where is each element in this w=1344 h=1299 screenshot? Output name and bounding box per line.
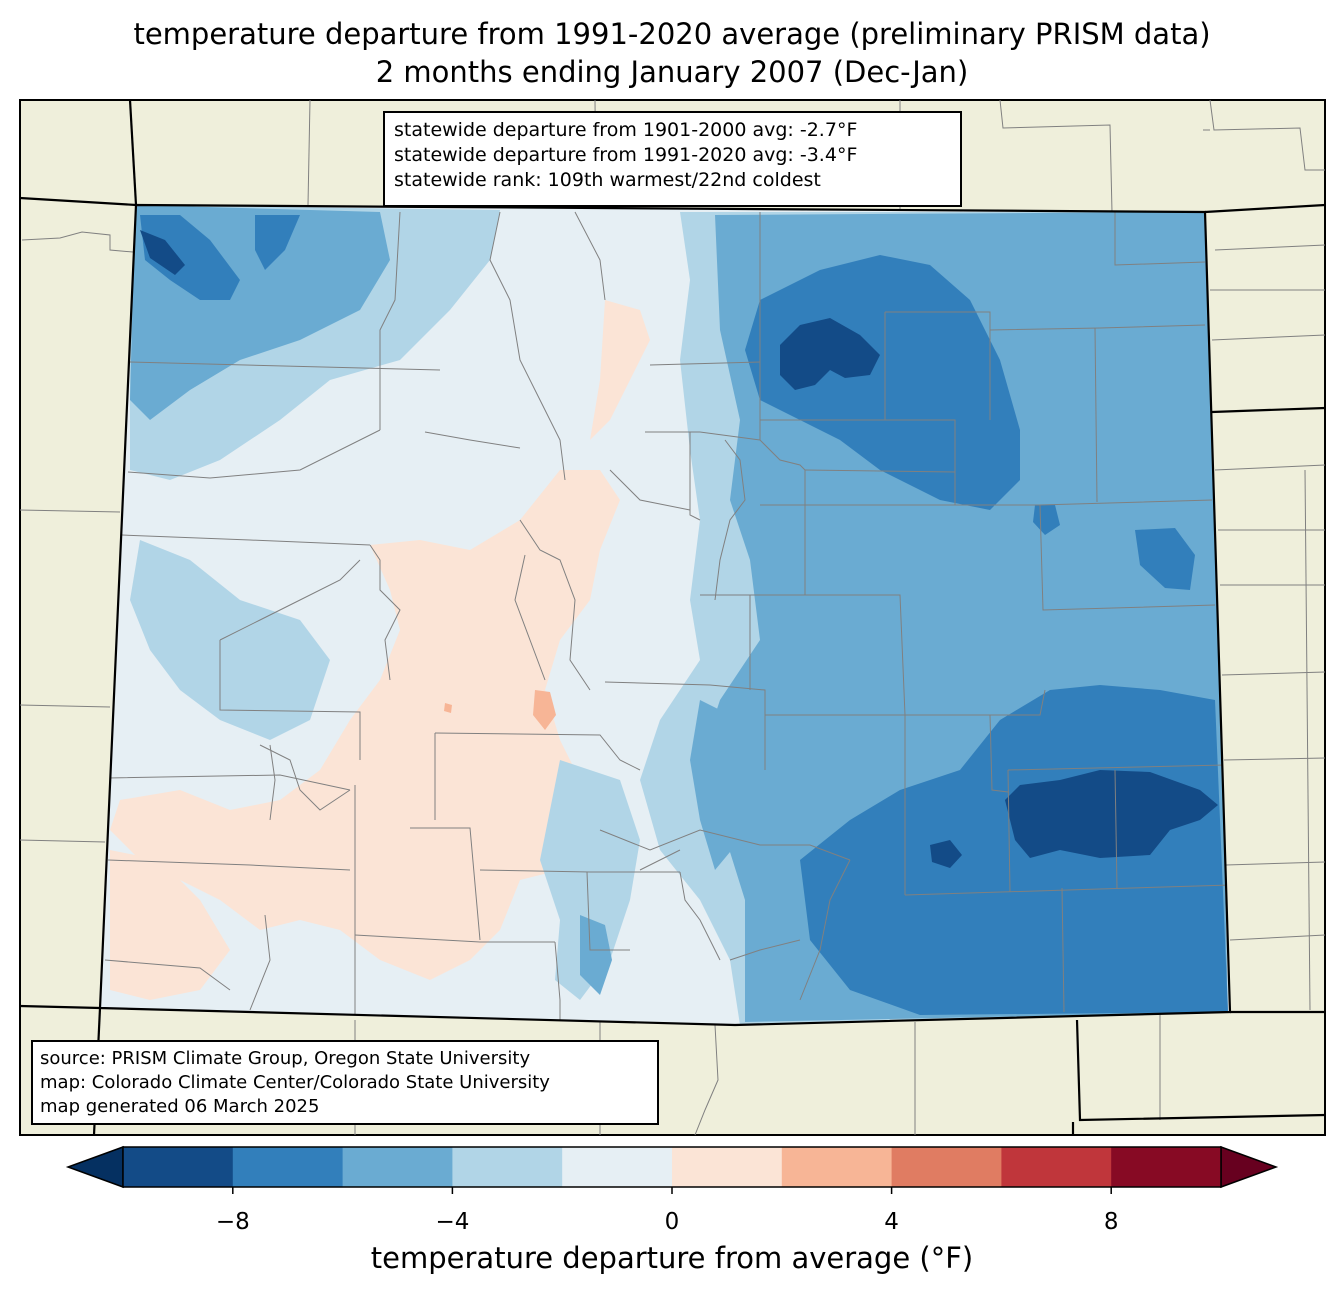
contour-cool-south xyxy=(540,760,640,1000)
colorbar-segment xyxy=(672,1147,783,1187)
colorbar-segment xyxy=(891,1147,1002,1187)
contour-warm-spot xyxy=(533,690,556,730)
contour-dark-nw2 xyxy=(255,215,300,270)
colorbar: −8 −4 0 4 8 xyxy=(65,1145,1279,1235)
colorbar-tick-label: 4 xyxy=(884,1209,899,1235)
contour-dark-ne xyxy=(745,255,1020,510)
map-title-line2: 2 months ending January 2007 (Dec-Jan) xyxy=(375,55,969,89)
colorbar-tick-label: −8 xyxy=(216,1209,250,1235)
contour-darkest-se xyxy=(1005,770,1218,858)
colorbar-segment xyxy=(232,1147,344,1187)
county-lines xyxy=(104,211,1230,1020)
contour-warm-spot2 xyxy=(444,703,452,713)
map-title-line1: temperature departure from 1991-2020 ave… xyxy=(133,17,1211,51)
contour-darkest-se2 xyxy=(930,840,962,868)
map-panel xyxy=(19,99,1326,1136)
contour-dark-nw xyxy=(140,215,240,300)
source-line-map: map: Colorado Climate Center/Colorado St… xyxy=(40,1072,550,1093)
colorbar-segment xyxy=(781,1147,893,1187)
contour-darkest-nw xyxy=(140,230,185,275)
contour-cool-west xyxy=(130,540,330,740)
contour-dark-east-spot xyxy=(1135,528,1195,590)
colorbar-segment xyxy=(123,1147,234,1187)
stats-line-rank: statewide rank: 109th warmest/22nd colde… xyxy=(394,169,821,191)
contour-med-se-mid xyxy=(690,700,755,870)
colorbar-tick-label: 0 xyxy=(665,1209,680,1235)
colorbar-label: temperature departure from average (°F) xyxy=(370,1241,974,1275)
stats-line-1991-2020: statewide departure from 1991-2020 avg: … xyxy=(394,144,858,166)
contour-warm-central xyxy=(110,470,620,980)
colorbar-segment xyxy=(1001,1147,1112,1187)
contour-warm-north xyxy=(590,300,650,440)
contour-darkest-ne xyxy=(780,318,880,390)
contour-med-south xyxy=(580,915,612,995)
colorbar-segment xyxy=(562,1147,673,1187)
source-line-generated: map generated 06 March 2025 xyxy=(40,1096,320,1117)
colorbar-segment xyxy=(342,1147,453,1187)
colorbar-segment xyxy=(1111,1147,1222,1187)
stats-line-1901-2000: statewide departure from 1901-2000 avg: … xyxy=(394,119,858,141)
source-line-prism: source: PRISM Climate Group, Oregon Stat… xyxy=(40,1048,531,1069)
colorbar-tick-label: −4 xyxy=(435,1209,469,1235)
colorbar-extend-high xyxy=(1220,1145,1279,1189)
colorbar-extend-low xyxy=(65,1145,124,1189)
colorbar-segment xyxy=(452,1147,563,1187)
statewide-stats-box: statewide departure from 1901-2000 avg: … xyxy=(383,111,962,207)
colorbar-tick-label: 8 xyxy=(1104,1209,1119,1235)
source-box: source: PRISM Climate Group, Oregon Stat… xyxy=(31,1040,659,1125)
